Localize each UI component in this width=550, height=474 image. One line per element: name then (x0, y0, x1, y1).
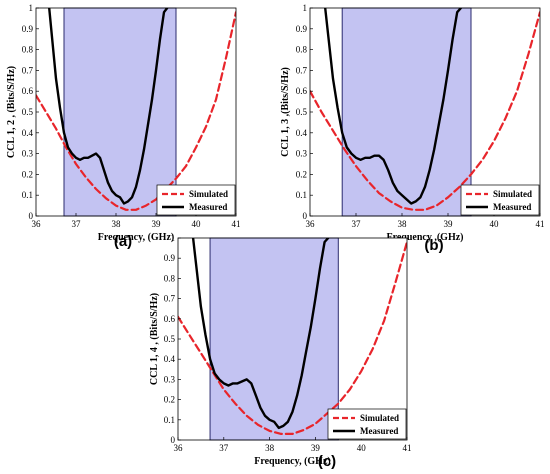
x-tick-label: 40 (357, 443, 367, 453)
x-tick-label: 38 (112, 219, 122, 229)
x-tick-label: 39 (152, 219, 162, 229)
legend-box (327, 408, 407, 440)
y-tick-label: 0 (171, 435, 176, 445)
x-tick-label: 36 (174, 443, 184, 453)
y-tick-label: 0.2 (22, 169, 33, 179)
y-tick-label: 1 (303, 3, 308, 13)
y-tick-label: 0.8 (296, 45, 308, 55)
y-tick-label: 0.5 (22, 107, 34, 117)
chart-panel-b: 0 0.1 0.2 0.3 0.4 0.5 0.6 0.7 0.8 0.9 1 36 37 38 39 40 4… (280, 3, 545, 254)
shaded-band (341, 7, 472, 217)
y-tick-label: 0.7 (22, 65, 34, 75)
x-axis-label: Frequency, (GHz) (98, 232, 174, 243)
y-tick-label: 1 (29, 3, 34, 13)
y-tick-label: 0.7 (296, 65, 308, 75)
y-tick-label: 0.9 (164, 253, 176, 263)
shaded-band (63, 7, 177, 217)
x-tick-label: 38 (398, 219, 408, 229)
y-tick-label: 0.1 (22, 190, 33, 200)
y-tick-label: 0.5 (296, 107, 308, 117)
y-tick-label: 0.6 (22, 86, 34, 96)
y-tick-label: 0 (303, 211, 308, 221)
x-tick-label: 38 (265, 443, 275, 453)
x-tick-label: 37 (352, 219, 362, 229)
y-tick-label: 0.4 (296, 128, 308, 138)
y-axis-label: CCL 1, 4 , (Bits/S/Hz) (149, 293, 160, 385)
x-tick-label: 40 (490, 219, 500, 229)
x-axis-label: Frequency ,(GHz) (386, 232, 463, 243)
y-tick-label: 0.4 (22, 128, 34, 138)
x-axis-label: Frequency, (GHz) (254, 456, 330, 467)
y-tick-label: 0.9 (296, 24, 308, 34)
y-tick-label: 0.6 (164, 314, 176, 324)
legend-box (156, 184, 236, 216)
x-tick-label: 37 (72, 219, 82, 229)
x-tick-label: 41 (403, 443, 412, 453)
chart-panel-c: 0 0.1 0.2 0.3 0.4 0.5 0.6 0.7 0.8 0.9 1 36 37 38 39 40 4… (149, 233, 412, 470)
y-tick-label: 0.3 (22, 149, 34, 159)
x-tick-label: 39 (311, 443, 321, 453)
x-tick-label: 40 (192, 219, 202, 229)
y-axis-label: CCL 1, 3 ,(Bits/S/Hz) (280, 67, 291, 157)
x-tick-label: 36 (32, 219, 42, 229)
chart-panel-a: 0 0.1 0.2 0.3 0.4 0.5 0.6 0.7 0.8 0.9 1 36 37 38 39 40 4… (6, 3, 241, 250)
y-tick-label: 0.8 (22, 45, 34, 55)
y-tick-label: 0.7 (164, 294, 176, 304)
y-tick-label: 0.3 (296, 149, 308, 159)
series-simulated-line (36, 11, 236, 211)
y-tick-label: 0.4 (164, 354, 176, 364)
panel-label: (a) (114, 233, 132, 250)
y-tick-label: 0.2 (164, 395, 175, 405)
x-tick-label: 37 (219, 443, 229, 453)
panel-label: (c) (318, 453, 336, 470)
y-tick-label: 0.5 (164, 334, 176, 344)
legend-label-measured: Measured (493, 202, 531, 212)
legend-label-measured: Measured (360, 426, 398, 436)
y-tick-label: 0.1 (164, 415, 175, 425)
series-measured-line (324, 8, 463, 205)
y-tick-label: 0.9 (22, 24, 34, 34)
legend-box (460, 184, 540, 216)
x-tick-label: 39 (444, 219, 454, 229)
series-measured-line (48, 8, 169, 205)
y-tick-label: 0 (29, 211, 34, 221)
y-axis-label: CCL 1, 2 , (Bits/S/Hz) (6, 66, 17, 158)
x-tick-label: 36 (306, 219, 316, 229)
legend-label-simulated: Simulated (493, 189, 532, 199)
y-tick-label: 1 (171, 233, 176, 243)
x-tick-label: 41 (536, 219, 545, 229)
panel-label: (b) (424, 237, 443, 254)
y-tick-label: 0.1 (296, 190, 307, 200)
legend-label-simulated: Simulated (360, 413, 399, 423)
x-tick-label: 41 (232, 219, 241, 229)
shaded-band (209, 237, 339, 441)
y-tick-label: 0.3 (164, 374, 176, 384)
y-tick-label: 0.8 (164, 273, 176, 283)
series-simulated-line (310, 11, 540, 211)
y-tick-label: 0.2 (296, 169, 307, 179)
series-measured-line (191, 238, 330, 430)
legend-label-simulated: Simulated (189, 189, 228, 199)
y-tick-label: 0.6 (296, 86, 308, 96)
series-simulated-line (178, 240, 407, 435)
legend-label-measured: Measured (189, 202, 227, 212)
